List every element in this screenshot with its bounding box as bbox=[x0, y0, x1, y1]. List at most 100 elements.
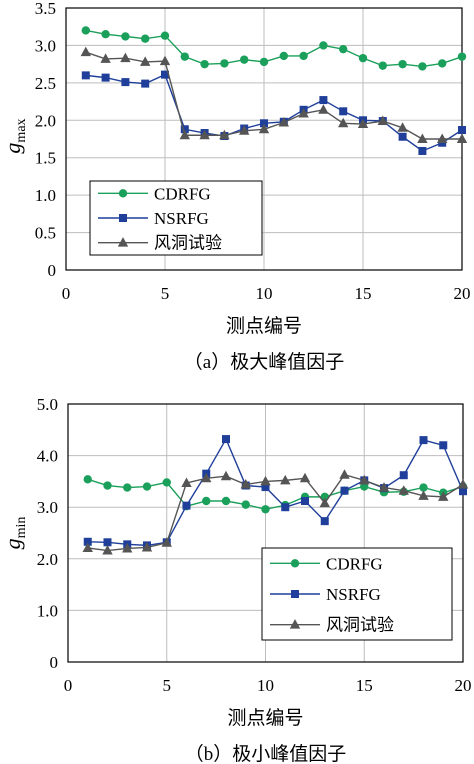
gmax-y-axis-label: gmax bbox=[0, 118, 29, 153]
gmin-point-wind-tunnel bbox=[299, 472, 311, 483]
gmax-point-wind-tunnel bbox=[456, 133, 468, 143]
gmin-y-tick-label: 3.0 bbox=[37, 498, 58, 517]
gmin-caption: （b）极小峰值因子 bbox=[185, 743, 347, 764]
gmax-point-wind-tunnel bbox=[140, 56, 151, 66]
gmin-point-cdrfg bbox=[142, 482, 152, 491]
gmin-point-cdrfg bbox=[360, 482, 369, 491]
gmin-point-wind-tunnel bbox=[240, 478, 251, 489]
gmax-legend-marker-nsrfg bbox=[119, 214, 127, 222]
gmax-point-wind-tunnel bbox=[219, 129, 230, 140]
gmax-legend-marker-cdrfg bbox=[118, 189, 128, 198]
gmin-point-wind-tunnel bbox=[457, 478, 469, 489]
gmin-series-wind-tunnel bbox=[82, 469, 469, 555]
gmin-point-nsrfg bbox=[340, 486, 349, 495]
gmax-point-cdrfg bbox=[339, 44, 348, 54]
gmin-point-nsrfg bbox=[261, 483, 270, 492]
gmax-point-nsrfg bbox=[141, 79, 150, 88]
gmax-point-cdrfg bbox=[418, 62, 427, 71]
gmin-point-nsrfg bbox=[182, 501, 191, 510]
gmax-point-cdrfg bbox=[180, 52, 189, 61]
gmin-point-wind-tunnel bbox=[359, 474, 370, 485]
gmax-point-wind-tunnel bbox=[258, 123, 270, 134]
gmin-point-wind-tunnel bbox=[339, 469, 350, 479]
gmax-point-nsrfg bbox=[180, 125, 189, 134]
gmin-legend: CDRFG NSRFG 风洞试验 bbox=[261, 547, 453, 641]
gmax-point-wind-tunnel bbox=[159, 55, 171, 66]
gmax-series-wind-tunnel bbox=[80, 46, 468, 143]
gmax-series-cdrfg bbox=[81, 26, 467, 71]
gmin-point-wind-tunnel bbox=[141, 541, 153, 552]
gmax-line-wind-tunnel bbox=[85, 51, 462, 140]
gmin-y-axis-label: gmin bbox=[0, 517, 29, 550]
gmin-point-wind-tunnel bbox=[378, 482, 390, 492]
gmax-point-wind-tunnel bbox=[357, 118, 369, 129]
gmin-x-tick-label: 10 bbox=[257, 676, 274, 695]
gmax-x-tick-label: 5 bbox=[161, 284, 170, 303]
gmin-point-wind-tunnel bbox=[122, 542, 133, 553]
gmax-point-cdrfg bbox=[259, 57, 269, 67]
gmax-point-wind-tunnel bbox=[318, 104, 329, 114]
gmax-point-wind-tunnel bbox=[80, 46, 91, 57]
gmax-point-cdrfg bbox=[121, 32, 130, 41]
gmax-point-cdrfg bbox=[378, 61, 387, 70]
gmax-x-tick-label: 0 bbox=[62, 284, 71, 303]
gmax-point-nsrfg bbox=[319, 96, 328, 105]
gmin-x-tick-label: 5 bbox=[163, 676, 172, 695]
gmin-point-wind-tunnel bbox=[102, 545, 113, 555]
gmax-legend: CDRFG NSRFG 风洞试验 bbox=[89, 180, 263, 256]
gmax-point-cdrfg bbox=[160, 31, 170, 40]
gmax-point-cdrfg bbox=[398, 59, 407, 69]
gmax-y-tick-label: 0 bbox=[48, 261, 57, 280]
gmin-point-nsrfg bbox=[103, 538, 112, 547]
gmin-point-nsrfg bbox=[320, 517, 329, 526]
gmin-y-tick-label: 1.0 bbox=[37, 601, 58, 620]
gmin-x-tick-label: 0 bbox=[64, 676, 73, 695]
gmin-y-tick-label: 0 bbox=[50, 653, 59, 672]
gmin-point-cdrfg bbox=[83, 475, 92, 484]
gmax-point-cdrfg bbox=[299, 51, 308, 61]
gmax-point-cdrfg bbox=[319, 41, 328, 50]
gmax-point-nsrfg bbox=[81, 71, 90, 80]
gmin-legend-label-nsrfg: NSRFG bbox=[326, 585, 381, 604]
gmin-legend-label-wind-tunnel: 风洞试验 bbox=[326, 616, 394, 635]
gmax-x-tick-label: 15 bbox=[355, 284, 372, 303]
gmax-point-cdrfg bbox=[279, 51, 288, 61]
gmax-point-wind-tunnel bbox=[417, 133, 428, 143]
gmin-point-cdrfg bbox=[162, 478, 171, 487]
gmax-point-cdrfg bbox=[457, 52, 467, 61]
gmax-point-wind-tunnel bbox=[179, 129, 190, 140]
gmax-point-cdrfg bbox=[240, 55, 249, 64]
gmax-chart: 0 5 10 15 20 0 0.5 1.0 1.5 2.0 2.5 3.0 3.5 测点编号 gmax （a… bbox=[0, 0, 471, 373]
gmin-point-wind-tunnel bbox=[438, 491, 449, 501]
gmax-y-tick-label: 1.0 bbox=[35, 186, 56, 205]
gmin-plot-frame bbox=[67, 403, 464, 663]
gmax-point-nsrfg bbox=[121, 78, 130, 87]
gmax-point-wind-tunnel bbox=[278, 117, 289, 127]
gmin-legend-marker-nsrfg bbox=[291, 590, 299, 598]
gmax-point-wind-tunnel bbox=[377, 115, 388, 126]
gmin-point-nsrfg bbox=[83, 537, 92, 546]
gmax-point-wind-tunnel bbox=[437, 133, 448, 143]
gmin-point-wind-tunnel bbox=[260, 475, 271, 486]
gmin-legend-marker-wind-tunnel bbox=[289, 619, 301, 629]
gmin-point-wind-tunnel bbox=[220, 470, 232, 481]
gmin-legend-label-cdrfg: CDRFG bbox=[326, 554, 383, 573]
gmax-point-nsrfg bbox=[161, 70, 169, 79]
gmax-x-axis-label: 测点编号 bbox=[226, 315, 302, 337]
gmax-point-wind-tunnel bbox=[100, 53, 111, 63]
gmax-point-cdrfg bbox=[101, 30, 110, 39]
gmax-y-tick-label: 2.5 bbox=[35, 74, 56, 93]
gmax-y-tick-label: 2.0 bbox=[35, 111, 56, 130]
gmin-point-wind-tunnel bbox=[161, 537, 172, 547]
gmin-chart: 0 5 10 15 20 0 1.0 2.0 3.0 4.0 5.0 测点编号 gmin （b）极小峰值因… bbox=[0, 395, 472, 764]
gmax-legend-label-cdrfg: CDRFG bbox=[154, 184, 211, 203]
gmax-legend-marker-wind-tunnel bbox=[117, 237, 129, 247]
gmin-x-tick-label: 15 bbox=[356, 676, 373, 695]
gmin-point-cdrfg bbox=[202, 496, 211, 506]
gmin-point-wind-tunnel bbox=[280, 474, 291, 485]
gmin-point-cdrfg bbox=[123, 483, 132, 492]
gmax-y-tick-label: 1.5 bbox=[35, 149, 56, 168]
gmin-point-cdrfg bbox=[419, 483, 428, 492]
gmax-point-wind-tunnel bbox=[199, 129, 210, 140]
